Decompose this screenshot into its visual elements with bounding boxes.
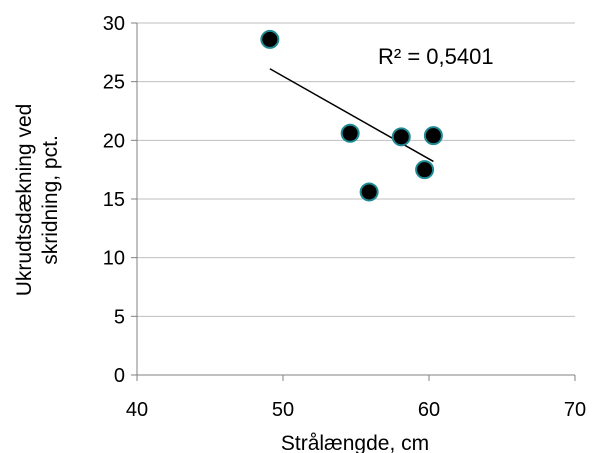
- data-points: [260, 29, 443, 202]
- y-axis-title-line-2: skridning, pct.: [39, 135, 62, 265]
- data-point: [260, 29, 280, 49]
- data-point: [415, 160, 435, 180]
- x-tick-label: 60: [418, 399, 440, 421]
- y-tick-label: 25: [103, 72, 125, 94]
- y-tick-label: 5: [114, 306, 125, 328]
- y-axis-title: Ukrudtsdækning ved skridning, pct.: [13, 104, 62, 297]
- x-tick-label: 50: [272, 399, 294, 421]
- y-axis-title-line-1: Ukrudtsdækning ved: [13, 104, 36, 297]
- data-point: [423, 126, 443, 146]
- trendline-group: [269, 68, 434, 163]
- data-point: [359, 182, 379, 202]
- r-squared-annotation: R² = 0,5401: [378, 44, 494, 69]
- y-tick-labels: 0 5 10 15 20 25 30: [103, 13, 125, 387]
- trendline: [269, 68, 434, 163]
- data-point: [340, 123, 360, 143]
- y-tick-label: 30: [103, 13, 125, 35]
- x-tick-label: 40: [126, 399, 148, 421]
- axes: [131, 22, 576, 381]
- y-tick-label: 15: [103, 189, 125, 211]
- grid-lines: [137, 22, 575, 317]
- data-point: [391, 127, 411, 147]
- x-tick-label: 70: [564, 399, 586, 421]
- x-axis-title: Strålængde, cm: [281, 432, 429, 453]
- y-tick-label: 10: [103, 248, 125, 270]
- x-tick-labels: 40 50 60 70: [126, 399, 586, 421]
- y-tick-label: 0: [114, 365, 125, 387]
- y-tick-label: 20: [103, 130, 125, 152]
